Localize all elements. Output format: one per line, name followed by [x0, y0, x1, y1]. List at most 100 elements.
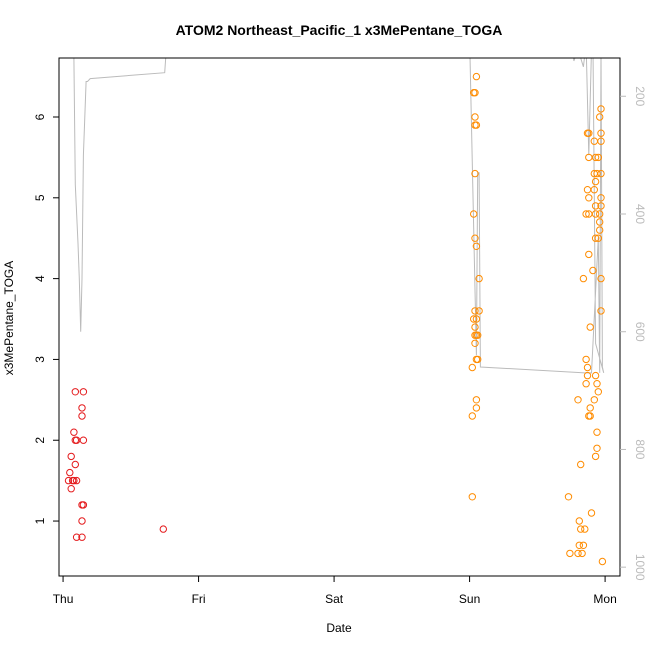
data-point-series-2 [594, 153, 602, 162]
data-point-series-2 [470, 210, 478, 218]
data-point-series-2 [590, 396, 598, 404]
data-point-series-2 [585, 250, 593, 259]
data-point-series-2 [591, 452, 600, 461]
x-tick-label: Mon [593, 592, 616, 606]
data-point-series-2 [598, 557, 607, 566]
data-point-series-2 [591, 371, 600, 380]
y-tick-label: 6 [33, 113, 47, 120]
data-point-series-2 [582, 210, 590, 218]
data-point-series-2 [471, 307, 479, 315]
data-point-series-1 [67, 485, 75, 493]
y-tick-label: 5 [33, 194, 47, 201]
data-point-series-2 [597, 274, 605, 283]
data-point-series-2 [594, 388, 602, 396]
data-point-series-2 [474, 355, 482, 364]
data-point-series-2 [596, 210, 604, 218]
x-tick-label: Fri [192, 592, 206, 606]
data-point-series-1 [159, 525, 168, 533]
y-right-tick-label: 400 [633, 204, 647, 224]
data-point-series-1 [78, 517, 86, 525]
x-axis: Thu Fri Sat Sun Mon [53, 576, 617, 606]
data-point-series-1 [78, 404, 86, 412]
x-axis-label: Date [326, 621, 352, 635]
data-point-series-2 [468, 493, 476, 501]
data-point-series-2 [471, 323, 479, 331]
data-point-series-2 [471, 339, 479, 347]
data-point-series-1 [67, 452, 75, 461]
data-point-series-2 [581, 525, 589, 533]
data-point-series-2 [472, 396, 481, 404]
data-point-series-2 [586, 404, 594, 412]
data-point-series-2 [593, 444, 601, 452]
y-tick-label: 2 [33, 437, 47, 444]
data-point-series-2 [591, 234, 600, 242]
data-point-series-2 [585, 153, 593, 162]
y-axis-right: 200 400 600 800 1000 [620, 86, 647, 581]
data-point-series-2 [591, 177, 600, 186]
y-tick-label: 4 [33, 275, 47, 282]
data-point-series-2 [575, 541, 583, 549]
data-point-series-2 [597, 194, 605, 202]
data-point-series-2 [586, 412, 594, 420]
data-point-series-2 [474, 331, 482, 339]
data-point-series-2 [591, 202, 600, 210]
data-point-series-2 [590, 186, 598, 194]
data-point-series-1 [71, 460, 80, 469]
data-point-series-2 [471, 113, 479, 121]
data-point-series-1 [78, 533, 86, 541]
data-point-series-2 [471, 234, 479, 242]
data-point-series-2 [593, 428, 601, 436]
data-point-series-2 [582, 355, 590, 364]
data-point-series-2 [590, 137, 598, 145]
data-point-series-2 [577, 460, 585, 469]
data-point-series-2 [596, 218, 604, 226]
data-point-series-2 [583, 363, 592, 372]
data-point-series-1 [79, 388, 88, 396]
data-point-series-2 [564, 493, 573, 501]
data-point-series-2 [470, 315, 478, 323]
x-tick-label: Sun [459, 592, 480, 606]
data-point-series-2 [566, 549, 574, 558]
y-tick-label: 1 [33, 517, 47, 524]
data-point-series-2 [597, 105, 605, 113]
data-point-series-2 [593, 169, 601, 178]
data-point-series-2 [472, 242, 481, 251]
data-point-series-1 [70, 428, 78, 436]
data-point-series-1 [78, 412, 86, 420]
data-point-series-2 [583, 129, 592, 137]
data-point-series-2 [472, 121, 481, 129]
y-right-tick-label: 200 [633, 86, 647, 106]
data-point-series-2 [597, 169, 605, 178]
data-point-series-2 [587, 509, 596, 517]
data-point-series-2 [468, 412, 476, 420]
data-point-series-2 [582, 380, 590, 388]
data-point-series-2 [472, 72, 481, 81]
chart-title: ATOM2 Northeast_Pacific_1 x3MePentane_TO… [176, 22, 503, 38]
data-point-series-2 [594, 234, 602, 242]
data-point-series-2 [472, 404, 481, 412]
data-point-series-2 [589, 266, 597, 275]
data-point-series-1 [66, 468, 74, 477]
data-point-series-2 [597, 202, 605, 210]
data-point-series-1 [71, 388, 80, 396]
data-point-series-2 [596, 226, 604, 234]
data-point-series-2 [574, 396, 582, 404]
data-point-series-2 [591, 210, 600, 218]
data-point-series-2 [583, 371, 592, 380]
data-point-series-1 [68, 476, 77, 485]
data-point-series-1 [72, 533, 81, 541]
data-point-series-2 [471, 169, 479, 178]
data-point-series-2 [475, 307, 483, 315]
data-point-series-2 [575, 517, 583, 525]
y-right-tick-label: 600 [633, 322, 647, 342]
data-point-series-2 [585, 194, 593, 202]
data-point-series-2 [597, 307, 605, 315]
data-point-series-2 [579, 274, 588, 283]
data-point-series-2 [579, 541, 588, 549]
data-point-series-1 [79, 436, 88, 444]
y-axis: 1 2 3 4 5 6 [33, 113, 59, 524]
x-tick-label: Thu [53, 592, 74, 606]
data-point-series-1 [64, 476, 73, 485]
plot-frame [58, 57, 621, 577]
data-point-series-2 [578, 549, 586, 558]
